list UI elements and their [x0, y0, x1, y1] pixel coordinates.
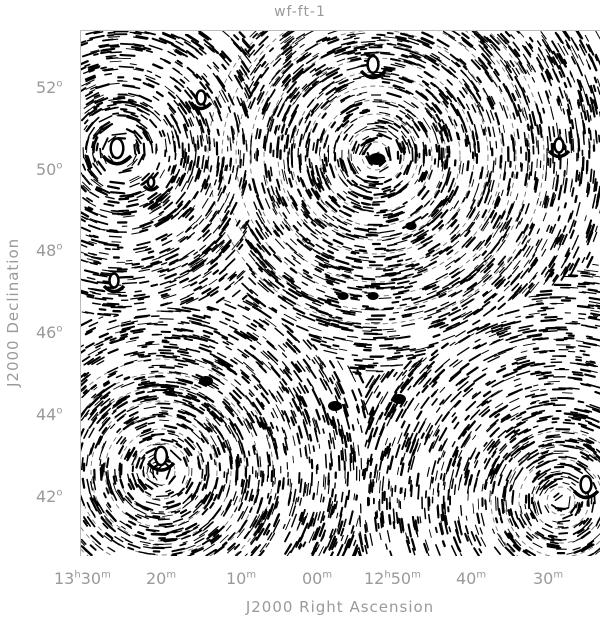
x-tick-label: 20m	[146, 569, 177, 588]
plot-title: wf-ft-1	[274, 4, 326, 20]
source-markers	[101, 54, 600, 500]
y-tick-label: 44o	[36, 405, 63, 424]
y-tick-label: 48o	[36, 241, 63, 260]
y-axis-label: J2000 Declination	[4, 237, 22, 387]
x-tick-label: 00m	[302, 569, 333, 588]
x-tick-label: 12h50m	[364, 569, 421, 588]
x-tick-label: 13h30m	[54, 569, 111, 588]
x-tick-label: 40m	[456, 569, 487, 588]
y-tick-label: 46o	[36, 323, 63, 342]
radio-map-image	[81, 31, 600, 556]
x-tick-label: 30m	[533, 569, 564, 588]
radio-image-panel	[80, 30, 600, 556]
x-tick-label: 10m	[226, 569, 257, 588]
y-tick-label: 50o	[36, 160, 63, 179]
x-axis-label: J2000 Right Ascension	[245, 598, 435, 616]
y-tick-label: 42o	[36, 487, 63, 506]
y-tick-label: 52o	[36, 78, 63, 97]
speckle-texture	[81, 31, 600, 556]
